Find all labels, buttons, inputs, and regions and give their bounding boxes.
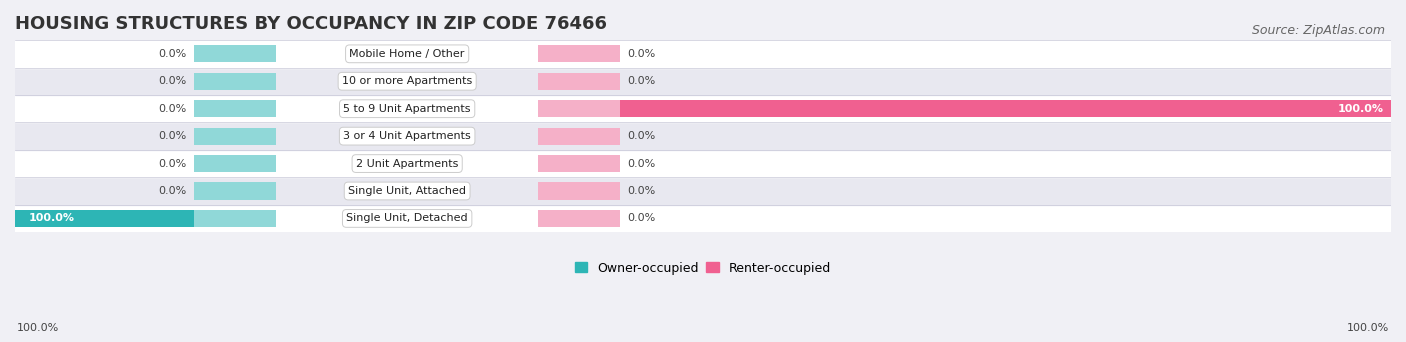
Text: 0.0%: 0.0% <box>159 159 187 169</box>
Text: 0.0%: 0.0% <box>627 76 655 86</box>
Text: 0.0%: 0.0% <box>627 131 655 141</box>
Bar <box>538 73 620 90</box>
Bar <box>538 155 620 172</box>
Text: HOUSING STRUCTURES BY OCCUPANCY IN ZIP CODE 76466: HOUSING STRUCTURES BY OCCUPANCY IN ZIP C… <box>15 15 607 33</box>
Bar <box>538 100 1391 117</box>
Bar <box>15 40 1391 68</box>
Bar <box>15 205 1391 232</box>
Bar <box>15 210 277 227</box>
Text: 0.0%: 0.0% <box>159 131 187 141</box>
Text: 5 to 9 Unit Apartments: 5 to 9 Unit Apartments <box>343 104 471 114</box>
Text: 10 or more Apartments: 10 or more Apartments <box>342 76 472 86</box>
Bar <box>15 68 1391 95</box>
Text: 0.0%: 0.0% <box>627 213 655 223</box>
Text: 100.0%: 100.0% <box>28 213 75 223</box>
Bar <box>194 45 277 62</box>
Text: 0.0%: 0.0% <box>627 49 655 59</box>
Text: 0.0%: 0.0% <box>159 186 187 196</box>
Text: Single Unit, Attached: Single Unit, Attached <box>349 186 467 196</box>
Text: 2 Unit Apartments: 2 Unit Apartments <box>356 159 458 169</box>
Text: Mobile Home / Other: Mobile Home / Other <box>350 49 465 59</box>
Text: 100.0%: 100.0% <box>1347 323 1389 333</box>
Text: Source: ZipAtlas.com: Source: ZipAtlas.com <box>1251 24 1385 37</box>
Bar <box>194 155 277 172</box>
Text: 0.0%: 0.0% <box>159 76 187 86</box>
Bar <box>194 73 277 90</box>
Bar <box>15 122 1391 150</box>
Text: Single Unit, Detached: Single Unit, Detached <box>346 213 468 223</box>
Legend: Owner-occupied, Renter-occupied: Owner-occupied, Renter-occupied <box>569 257 837 280</box>
Bar <box>194 100 277 117</box>
Bar <box>15 177 1391 205</box>
Text: 0.0%: 0.0% <box>159 49 187 59</box>
Bar <box>194 183 277 199</box>
Bar <box>194 210 277 227</box>
Bar <box>538 210 620 227</box>
Bar <box>538 45 620 62</box>
Bar <box>15 95 1391 122</box>
Bar <box>538 183 620 199</box>
Text: 3 or 4 Unit Apartments: 3 or 4 Unit Apartments <box>343 131 471 141</box>
Bar <box>538 100 620 117</box>
Bar <box>538 128 620 145</box>
Text: 100.0%: 100.0% <box>17 323 59 333</box>
Text: 0.0%: 0.0% <box>159 104 187 114</box>
Bar <box>15 150 1391 177</box>
Text: 0.0%: 0.0% <box>627 186 655 196</box>
Bar <box>194 128 277 145</box>
Text: 0.0%: 0.0% <box>627 159 655 169</box>
Text: 100.0%: 100.0% <box>1339 104 1384 114</box>
